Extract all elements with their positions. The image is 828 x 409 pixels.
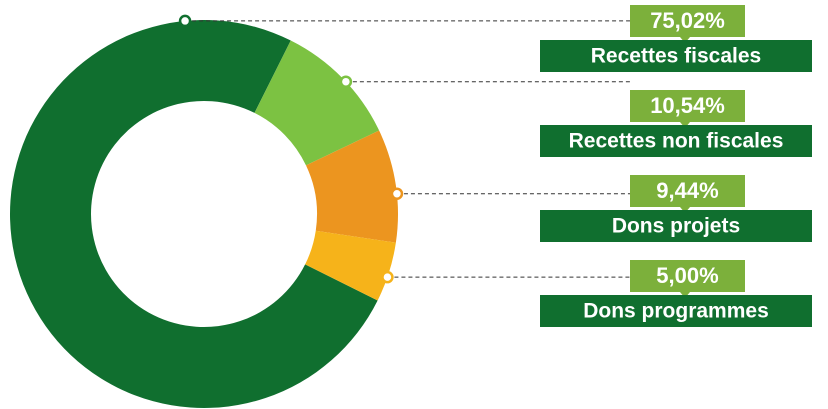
category-label: Recettes non fiscales: [569, 130, 784, 153]
percent-box: [630, 260, 745, 292]
leader-dot: [339, 75, 353, 88]
slice: [306, 130, 398, 243]
name-box: [540, 40, 812, 72]
name-box: [540, 295, 812, 327]
percent-label: 75,02%: [650, 8, 725, 33]
percent-label: 9,44%: [656, 178, 718, 203]
name-box: [540, 210, 812, 242]
category-label: Dons programmes: [583, 300, 769, 323]
slice: [254, 40, 380, 166]
leader-dot: [381, 270, 394, 284]
leader-dot: [390, 187, 404, 200]
percent-label: 5,00%: [656, 263, 718, 288]
category-label: Dons projets: [612, 215, 740, 238]
slice: [305, 230, 396, 301]
name-box: [540, 125, 812, 157]
percent-box: [630, 5, 745, 37]
slice: [9, 19, 378, 408]
category-label: Recettes fiscales: [591, 45, 761, 68]
percent-box: [630, 90, 745, 122]
percent-label: 10,54%: [650, 93, 725, 118]
leader-dot: [178, 14, 192, 28]
percent-box: [630, 175, 745, 207]
